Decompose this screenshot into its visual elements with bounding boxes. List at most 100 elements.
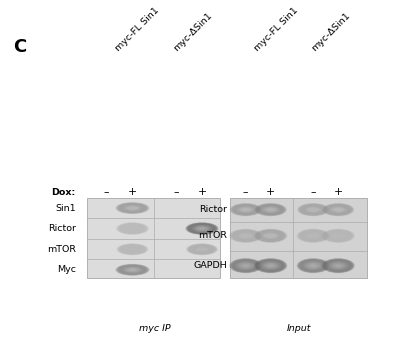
Ellipse shape [119,265,146,275]
Ellipse shape [116,264,150,276]
Text: mTOR: mTOR [198,231,227,240]
Ellipse shape [116,203,149,214]
Ellipse shape [260,205,282,214]
Ellipse shape [330,262,346,269]
Ellipse shape [326,231,351,241]
Ellipse shape [256,259,285,272]
Ellipse shape [303,205,324,214]
Ellipse shape [192,225,212,232]
Ellipse shape [298,259,328,272]
Ellipse shape [256,259,286,272]
FancyBboxPatch shape [230,198,367,278]
Ellipse shape [299,230,327,242]
Ellipse shape [263,262,279,269]
Ellipse shape [231,204,261,216]
Ellipse shape [324,259,352,272]
Ellipse shape [123,266,142,273]
Ellipse shape [323,258,354,273]
Ellipse shape [302,261,324,271]
Ellipse shape [122,266,143,273]
Ellipse shape [230,258,262,273]
Ellipse shape [260,261,282,270]
Ellipse shape [234,260,258,271]
Ellipse shape [120,224,145,233]
Ellipse shape [258,260,284,271]
Ellipse shape [300,231,326,241]
Ellipse shape [262,262,280,270]
Ellipse shape [256,230,285,242]
Ellipse shape [186,222,218,235]
Ellipse shape [298,204,328,216]
Ellipse shape [234,231,257,241]
Ellipse shape [256,229,286,242]
Ellipse shape [238,262,253,269]
Ellipse shape [119,223,146,234]
Ellipse shape [258,260,283,271]
Ellipse shape [122,266,142,273]
Ellipse shape [190,245,214,254]
Ellipse shape [122,205,143,212]
Ellipse shape [256,229,286,242]
Ellipse shape [194,226,210,232]
Ellipse shape [117,264,148,275]
Ellipse shape [303,261,323,270]
Ellipse shape [120,266,144,274]
Ellipse shape [234,261,257,271]
Ellipse shape [190,224,214,233]
Ellipse shape [119,244,146,254]
Ellipse shape [120,265,145,274]
Ellipse shape [186,243,218,255]
Ellipse shape [305,262,322,269]
Text: myc-FL Sin1: myc-FL Sin1 [114,6,161,53]
Text: C: C [13,38,26,56]
Ellipse shape [236,206,255,213]
Ellipse shape [327,205,350,214]
Ellipse shape [117,243,148,255]
Ellipse shape [231,259,260,272]
Ellipse shape [236,206,255,213]
Ellipse shape [234,261,257,271]
Ellipse shape [119,223,146,234]
Ellipse shape [117,203,148,213]
Ellipse shape [262,262,279,269]
Ellipse shape [325,260,352,272]
Ellipse shape [260,205,282,214]
Ellipse shape [254,229,287,243]
Ellipse shape [230,229,261,242]
Ellipse shape [256,204,285,216]
Ellipse shape [191,224,213,233]
Ellipse shape [230,203,261,216]
Ellipse shape [232,204,259,215]
Ellipse shape [302,261,325,271]
Ellipse shape [117,265,148,275]
Ellipse shape [261,262,280,270]
Ellipse shape [188,244,216,254]
Text: Rictor: Rictor [48,224,76,233]
Ellipse shape [193,225,211,232]
Ellipse shape [234,205,258,214]
Ellipse shape [195,226,209,231]
Ellipse shape [302,231,325,241]
Ellipse shape [301,260,326,271]
Ellipse shape [117,223,148,234]
Ellipse shape [186,223,218,235]
Ellipse shape [120,244,145,254]
Ellipse shape [187,244,217,255]
Ellipse shape [260,231,281,240]
Ellipse shape [301,260,326,271]
Ellipse shape [300,204,327,215]
Ellipse shape [233,204,258,215]
Ellipse shape [118,223,148,234]
Ellipse shape [299,204,328,216]
Ellipse shape [192,225,212,233]
Ellipse shape [237,262,254,269]
Ellipse shape [232,230,259,241]
Ellipse shape [118,223,146,234]
Ellipse shape [256,204,286,216]
Ellipse shape [120,265,146,274]
Ellipse shape [331,262,346,269]
Ellipse shape [122,204,143,212]
Ellipse shape [304,206,323,213]
Ellipse shape [297,258,330,273]
Ellipse shape [116,264,148,275]
